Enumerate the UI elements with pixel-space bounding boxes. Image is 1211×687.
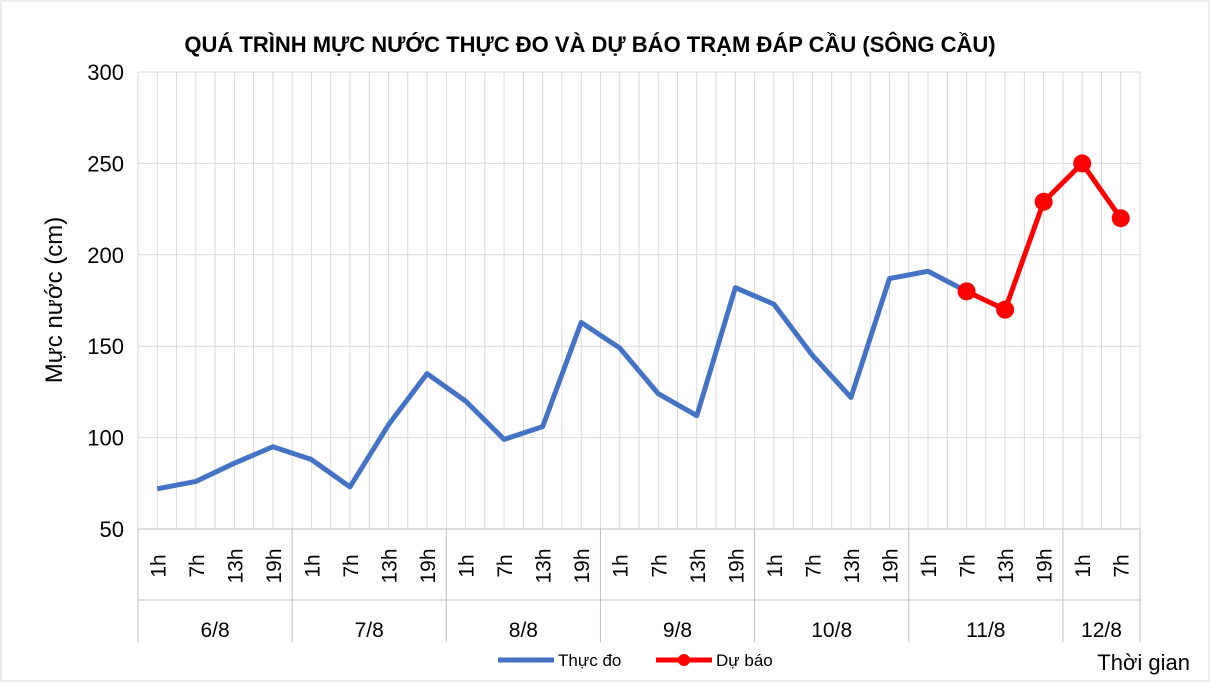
y-axis-label: Mực nước (cm) [41,217,68,384]
marker [1073,154,1092,173]
group-label: 12/8 [1081,619,1122,642]
x-tick-label: 19h [725,548,748,583]
x-tick-label: 13h [224,548,247,583]
group-label: 6/8 [200,619,229,642]
x-tick-label: 1h [456,554,479,577]
x-tick-label: 13h [995,548,1018,583]
marker [1034,192,1053,211]
x-tick-label: 7h [1111,554,1134,577]
x-tick-label: 19h [263,548,286,583]
y-tick-label: 100 [87,426,124,451]
marker [957,282,976,301]
group-label: 11/8 [966,619,1005,642]
x-tick-label: 1h [610,554,633,577]
x-tick-label: 13h [687,548,710,583]
x-tick-label: 19h [1034,548,1057,583]
x-tick-label: 1h [147,554,170,577]
group-label: 8/8 [509,619,538,642]
marker [1111,209,1130,228]
y-tick-label: 300 [87,60,124,85]
x-tick-label: 7h [186,554,209,577]
x-tick-label: 1h [918,554,941,577]
legend-label: Dự báo [716,651,773,670]
x-tick-label: 7h [802,554,825,577]
x-tick-label: 19h [571,548,594,583]
x-tick-label: 1h [301,554,324,577]
series-line [156,268,968,492]
x-tick-label: 19h [417,548,440,583]
x-tick-label: 13h [379,548,402,583]
x-tick-label: 7h [340,554,363,577]
x-tick-label: 7h [494,554,517,577]
group-label: 10/8 [811,619,852,642]
x-tick-label: 7h [957,554,980,577]
y-tick-label: 200 [87,243,124,268]
x-tick-label: 1h [764,554,787,577]
y-tick-label: 50 [100,517,124,542]
group-label: 9/8 [663,619,692,642]
y-tick-label: 250 [87,151,124,176]
x-tick-label: 7h [648,554,671,577]
x-tick-label: 13h [533,548,556,583]
x-tick-label: 1h [1072,554,1095,577]
x-tick-label: 13h [841,548,864,583]
legend-label: Thực đo [558,651,621,670]
chart-title: QUÁ TRÌNH MỰC NƯỚC THỰC ĐO VÀ DỰ BÁO TRẠ… [184,32,995,57]
x-tick-label: 19h [880,548,903,583]
x-axis-label: Thời gian [1097,650,1190,675]
legend-marker [678,654,690,666]
y-tick-label: 150 [87,334,124,359]
marker [996,300,1015,319]
group-label: 7/8 [355,619,384,642]
